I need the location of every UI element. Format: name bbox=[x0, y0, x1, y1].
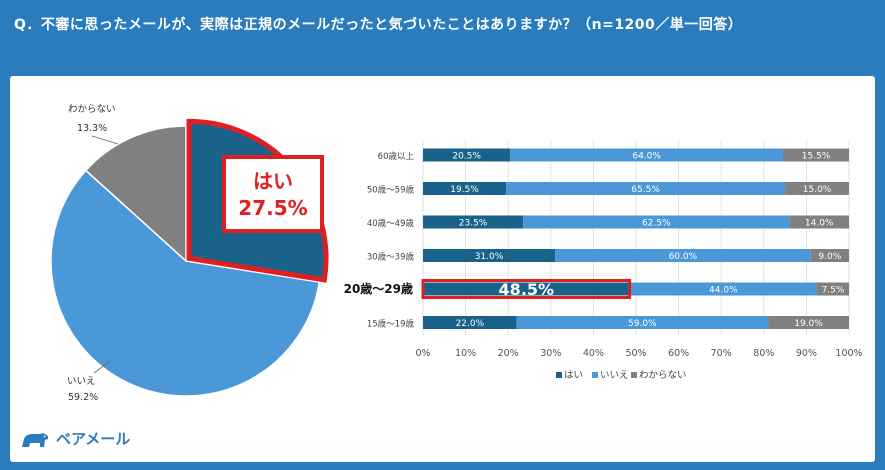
category-label: 50歳～59歳 bbox=[367, 185, 415, 196]
pie-value-no: 59.2% bbox=[68, 392, 98, 403]
legend-label-unknown: わからない bbox=[639, 370, 687, 381]
bar-segment-yes bbox=[423, 215, 524, 229]
x-tick-label: 80% bbox=[753, 348, 774, 359]
x-tick-label: 50% bbox=[625, 348, 646, 359]
bar-value-label: 19.5% bbox=[450, 185, 479, 195]
category-label: 30歳～39歳 bbox=[367, 252, 415, 263]
bar-segment-no bbox=[516, 316, 769, 329]
x-tick-label: 100% bbox=[835, 348, 862, 359]
callout-value: 27.5% bbox=[238, 196, 308, 220]
pie-label-unknown-name: わからない bbox=[68, 104, 116, 115]
bar-value-label: 15.5% bbox=[802, 152, 831, 162]
leader-line-no bbox=[93, 360, 111, 374]
bar-value-label: 14.0% bbox=[805, 219, 834, 229]
callout-label: はい bbox=[253, 169, 293, 193]
question-title: Q．不審に思ったメールが、実際は正規のメールだったと気づいたことはありますか？（… bbox=[14, 17, 743, 33]
category-label: 60歳以上 bbox=[378, 151, 415, 162]
pie-callout-yes: はい 27.5% bbox=[222, 155, 324, 233]
bar-value-label: 44.0% bbox=[709, 286, 738, 296]
bar-segment-unknown bbox=[782, 148, 849, 162]
bar-value-label: 9.0% bbox=[818, 252, 841, 262]
category-label: 40歳～49歳 bbox=[367, 218, 415, 229]
legend-swatch-no bbox=[592, 372, 598, 378]
bar-segment-no bbox=[506, 182, 786, 195]
pie-label-unknown: わからない bbox=[68, 101, 116, 115]
x-tick-label: 30% bbox=[540, 348, 561, 359]
bar-segment-unknown bbox=[789, 215, 849, 229]
legend-swatch-unknown bbox=[631, 372, 637, 378]
bar-segment-yes bbox=[423, 182, 507, 195]
pie-value-unknown: 13.3% bbox=[77, 123, 107, 134]
bar-segment-no bbox=[555, 249, 811, 262]
x-tick-label: 90% bbox=[796, 348, 817, 359]
category-label: 15歳～19歳 bbox=[367, 319, 415, 330]
bar-value-label: 31.0% bbox=[475, 252, 504, 262]
x-tick-label: 40% bbox=[583, 348, 604, 359]
leader-line-unknown bbox=[91, 135, 119, 145]
bar-value-label: 19.0% bbox=[794, 319, 823, 329]
bar-segment-unknown bbox=[817, 282, 849, 296]
bar-value-label: 7.5% bbox=[822, 286, 845, 296]
brand-logo: ベアメール bbox=[20, 428, 130, 449]
bar-value-label: 22.0% bbox=[456, 319, 485, 329]
bar-segment-yes bbox=[423, 282, 630, 296]
legend-swatch-yes bbox=[556, 372, 562, 378]
bar-segment-no bbox=[510, 148, 783, 162]
legend-label-no: いいえ bbox=[600, 370, 629, 381]
bar-value-label: 59.0% bbox=[628, 319, 657, 329]
x-tick-label: 60% bbox=[668, 348, 689, 359]
bar-value-label: 15.0% bbox=[803, 185, 832, 195]
header: Q．不審に思ったメールが、実際は正規のメールだったと気づいたことはありますか？（… bbox=[0, 0, 885, 62]
x-tick-label: 70% bbox=[711, 348, 732, 359]
bar-value-label: 65.5% bbox=[631, 185, 660, 195]
bar-segment-yes bbox=[423, 148, 511, 162]
pie-slice-no bbox=[50, 169, 321, 397]
bar-segment-unknown bbox=[810, 249, 849, 262]
bar-segment-unknown bbox=[785, 182, 849, 195]
pie-label-no: いいえ bbox=[67, 373, 96, 387]
bar-value-label: 23.5% bbox=[459, 219, 488, 229]
bar-value-label: 64.0% bbox=[632, 152, 661, 162]
pie-slice-unknown bbox=[84, 125, 187, 263]
bar-segment-yes bbox=[423, 249, 556, 262]
bar-value-label: 60.0% bbox=[669, 252, 698, 262]
bar-value-label: 62.5% bbox=[642, 219, 671, 229]
bar-segment-unknown bbox=[768, 316, 849, 329]
pie-label-no-name: いいえ bbox=[67, 376, 96, 387]
legend-label-yes: はい bbox=[564, 370, 583, 381]
bar-segment-no bbox=[523, 215, 790, 229]
x-tick-label: 0% bbox=[415, 348, 430, 359]
category-label: 20歳～29歳 bbox=[344, 281, 413, 296]
bar-value-label: 20.5% bbox=[452, 152, 481, 162]
highlight-box bbox=[421, 279, 632, 299]
bar-segment-yes bbox=[423, 316, 517, 329]
bar-segment-no bbox=[629, 282, 818, 296]
pie-label-unknown-value: 13.3% bbox=[77, 123, 108, 134]
x-tick-label: 10% bbox=[455, 348, 476, 359]
bear-icon bbox=[22, 432, 49, 447]
pie-label-no-value: 59.2% bbox=[68, 392, 99, 403]
x-tick-label: 20% bbox=[498, 348, 519, 359]
bar-value-label: 48.5% bbox=[499, 280, 555, 299]
brand-name: ベアメール bbox=[56, 430, 131, 448]
